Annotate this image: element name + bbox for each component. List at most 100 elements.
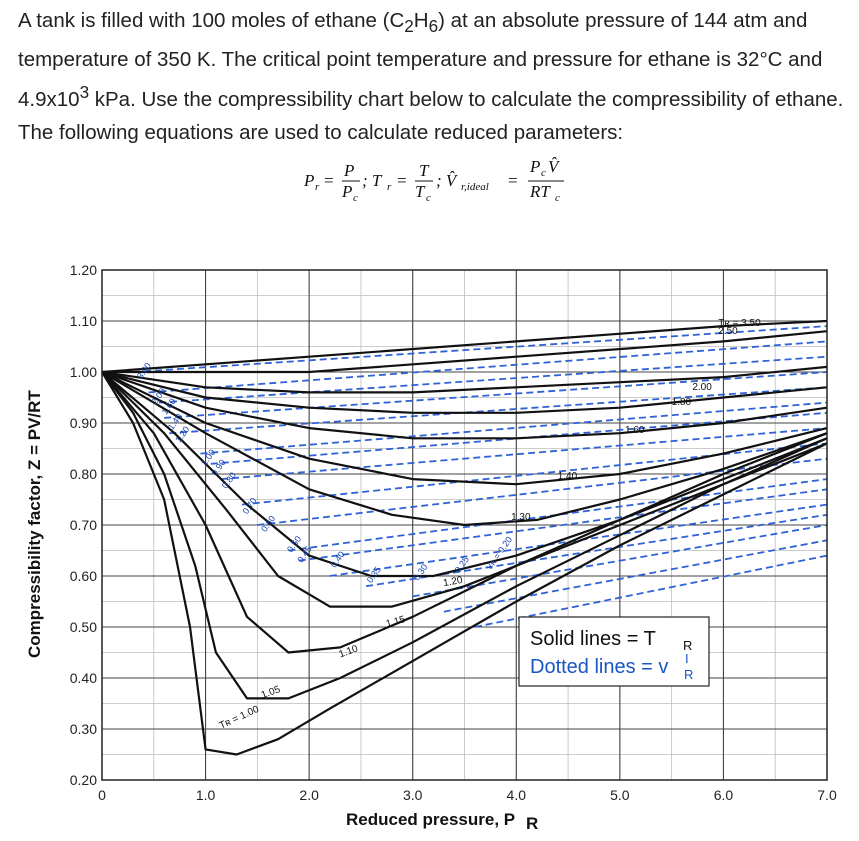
- tr-curve: [101, 371, 828, 608]
- y-tick-label: 0.30: [70, 721, 97, 737]
- vr-line: [298, 488, 828, 562]
- vr-line: [148, 340, 828, 394]
- eq-v-den: RT: [529, 182, 551, 201]
- vr-line: [158, 355, 828, 404]
- x-tick-label: 5.0: [610, 787, 630, 803]
- problem-statement: A tank is filled with 100 moles of ethan…: [18, 4, 848, 149]
- x-tick-label: 1.0: [196, 787, 216, 803]
- tr-curve-label: 2.50: [718, 326, 738, 337]
- x-axis-label: Reduced pressure, P: [346, 810, 515, 829]
- legend-solid-sub: R: [683, 638, 692, 653]
- eq-t-num: T: [419, 161, 430, 180]
- tr-curve: [101, 371, 828, 486]
- eq-p-den-sub: c: [353, 192, 358, 204]
- vr-line: [164, 371, 828, 419]
- y-tick-label: 0.80: [70, 466, 97, 482]
- eq-pr: P: [303, 171, 314, 190]
- vr-line: [133, 325, 828, 373]
- tr-curve-label: Tʀ = 3.50: [718, 318, 761, 329]
- eq-t-den: T: [415, 182, 426, 201]
- y-axis-label: Compressibility factor, Z = PV/RT: [25, 390, 44, 658]
- vr-line: [329, 503, 828, 577]
- vr-line: [200, 401, 828, 455]
- x-tick-label: 3.0: [403, 787, 423, 803]
- eq-tr-sub: r: [387, 181, 392, 193]
- eq-t-den-sub: c: [426, 192, 431, 204]
- eq-pr-sub: r: [315, 181, 320, 193]
- legend-solid: Solid lines = T: [530, 628, 656, 650]
- subscript-2: 2: [404, 17, 414, 37]
- y-tick-label: 0.90: [70, 415, 97, 431]
- vr-line-label: 0.90: [209, 458, 227, 478]
- tr-curve-label: 1.40: [558, 471, 578, 482]
- x-axis-label-sub: R: [526, 814, 538, 833]
- problem-text-1: A tank is filled with 100 moles of ethan…: [18, 9, 405, 32]
- problem-text-2: H: [413, 9, 429, 32]
- tr-curve-label: 1.15: [385, 614, 407, 630]
- legend-dotted: Dotted lines = v: [530, 656, 668, 678]
- eq-equals-2: =: [397, 171, 407, 190]
- tr-curve: [101, 371, 828, 527]
- tr-curve-label: 1.60: [625, 425, 645, 436]
- tr-curve: [102, 330, 828, 374]
- eq-v-num: P: [529, 157, 540, 176]
- x-tick-label: 2.0: [299, 787, 319, 803]
- chart-ticks: 0 1.0 2.0 3.0 4.0 5.0 6.0 7.01.201.101.000.900.…: [70, 262, 837, 803]
- plot-border: [101, 269, 828, 781]
- vr-line-label: 0.30: [411, 562, 429, 582]
- reduced-parameter-equations: P r = P P c ; T r = T T c ; V̂ r,ideal =…: [303, 157, 564, 204]
- tr-curve: [101, 370, 828, 414]
- vr-line-label: 0.80: [220, 470, 238, 490]
- eq-semi-2: ; V̂: [436, 171, 459, 190]
- chart-frame: [101, 269, 828, 781]
- tr-curve-label: Tʀ = 1.00: [218, 704, 261, 732]
- eq-v-num-v: V̂: [548, 157, 561, 176]
- eq-p-den: P: [341, 182, 352, 201]
- tr-curve-label: 1.80: [672, 397, 692, 408]
- eq-vr-sub: r,ideal: [461, 181, 489, 193]
- tr-curve-label: 2.00: [692, 382, 712, 393]
- y-tick-label: 0.70: [70, 517, 97, 533]
- x-tick-label: 6.0: [714, 787, 734, 803]
- y-tick-label: 1.10: [70, 313, 97, 329]
- tr-curve-label: 1.20: [442, 575, 464, 589]
- vr-line: [221, 427, 828, 480]
- tr-curve: [101, 371, 828, 756]
- y-tick-label: 0.40: [70, 670, 97, 686]
- y-tick-label: 0.20: [70, 772, 97, 788]
- x-tick-label: 4.0: [507, 787, 527, 803]
- tr-curve: [101, 365, 828, 394]
- y-tick-label: 1.20: [70, 262, 97, 278]
- vr-line: [288, 478, 828, 552]
- tr-curve: [101, 319, 828, 374]
- legend-box: Solid lines = T R Dotted lines = v I R: [518, 616, 710, 687]
- legend-dotted-sup: I: [685, 651, 689, 666]
- vr-line-label: 0.35: [365, 565, 383, 585]
- tr-curve: [101, 371, 828, 700]
- eq-equals-3: =: [508, 171, 518, 190]
- problem-text-3: ) at an absolute pressure of 144 atm and…: [18, 9, 823, 111]
- x-tick-label: 7.0: [817, 787, 837, 803]
- vr-line: [241, 442, 828, 506]
- y-tick-label: 1.00: [70, 364, 97, 380]
- tr-curve-label: 1.10: [337, 643, 359, 660]
- x-tick-label: 0: [98, 787, 106, 803]
- tr-curve: [101, 371, 828, 654]
- tr-solid-curves: [101, 319, 828, 756]
- eq-p-num: P: [343, 161, 354, 180]
- vr-line: [412, 524, 828, 598]
- tr-curve-label: 1.30: [511, 512, 531, 523]
- vr-dotted-lines: [133, 325, 828, 628]
- superscript-3: 3: [79, 83, 90, 103]
- eq-equals-1: =: [324, 171, 334, 190]
- eq-semi-1: ; T: [362, 171, 383, 190]
- subscript-6: 6: [428, 17, 439, 37]
- tr-curve: [101, 371, 828, 578]
- y-tick-label: 0.60: [70, 568, 97, 584]
- tr-curve: [101, 370, 828, 440]
- y-tick-label: 0.50: [70, 619, 97, 635]
- vr-line: [443, 539, 828, 613]
- legend-dotted-sub: R: [684, 667, 693, 682]
- eq-v-num-sub: c: [541, 167, 546, 179]
